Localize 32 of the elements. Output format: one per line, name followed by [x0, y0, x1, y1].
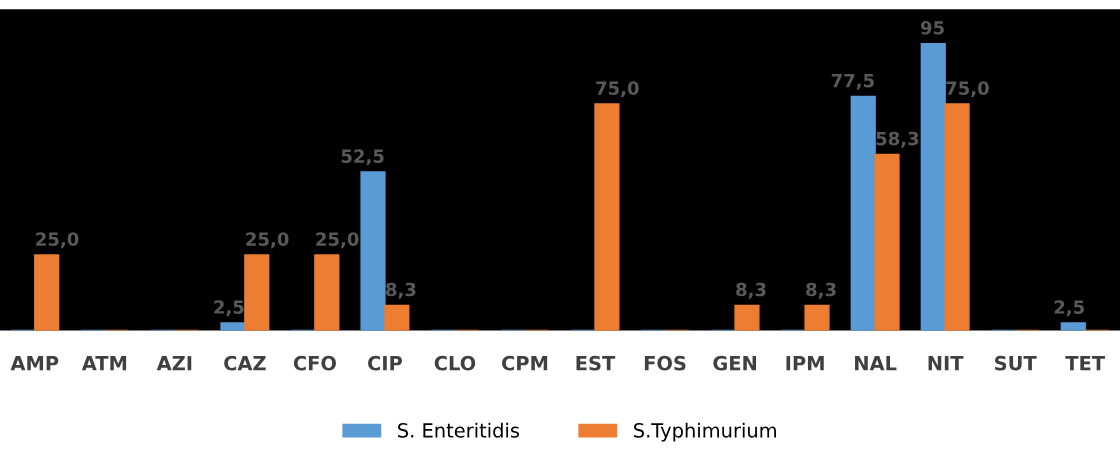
data-label: 8,3: [736, 282, 766, 299]
x-tick-label: AZI: [156, 356, 192, 371]
data-label: 8,3: [806, 282, 836, 299]
x-tick-label: TET: [1065, 356, 1106, 371]
legend-label: S.Typhimurium: [634, 422, 776, 442]
x-tick-label: NAL: [855, 356, 897, 371]
data-label: 75,0: [946, 81, 989, 98]
x-tick-label: ATM: [81, 356, 127, 371]
x-tick-label: CAZ: [224, 355, 266, 371]
data-label: 95: [920, 20, 944, 35]
x-tick-label: NIT: [928, 356, 964, 371]
x-tick-label: SUT: [995, 355, 1037, 371]
data-label: 77,5: [831, 73, 874, 90]
data-label: 25,0: [246, 232, 289, 249]
data-label: 8,3: [386, 282, 416, 299]
data-label: 75,0: [596, 81, 639, 98]
x-tick-label: CIP: [368, 355, 403, 371]
x-tick-label: EST: [576, 355, 616, 371]
x-tick-label: CLO: [434, 355, 476, 371]
data-label: 58,3: [876, 131, 919, 148]
data-label: 25,0: [36, 232, 79, 249]
x-tick-label: AMP: [10, 356, 59, 371]
data-label: 25,0: [316, 232, 359, 249]
x-tick-label: FOS: [644, 355, 686, 371]
data-label: 2,5: [1054, 300, 1084, 317]
data-label: 2,5: [214, 300, 244, 317]
x-tick-label: CPM: [502, 355, 548, 371]
legend-label: S. Enteritidis: [398, 422, 520, 438]
data-label: 52,5: [341, 149, 384, 166]
x-tick-label: IPM: [786, 356, 824, 371]
x-tick-label: GEN: [713, 355, 757, 371]
x-tick-label: CFO: [293, 355, 336, 371]
